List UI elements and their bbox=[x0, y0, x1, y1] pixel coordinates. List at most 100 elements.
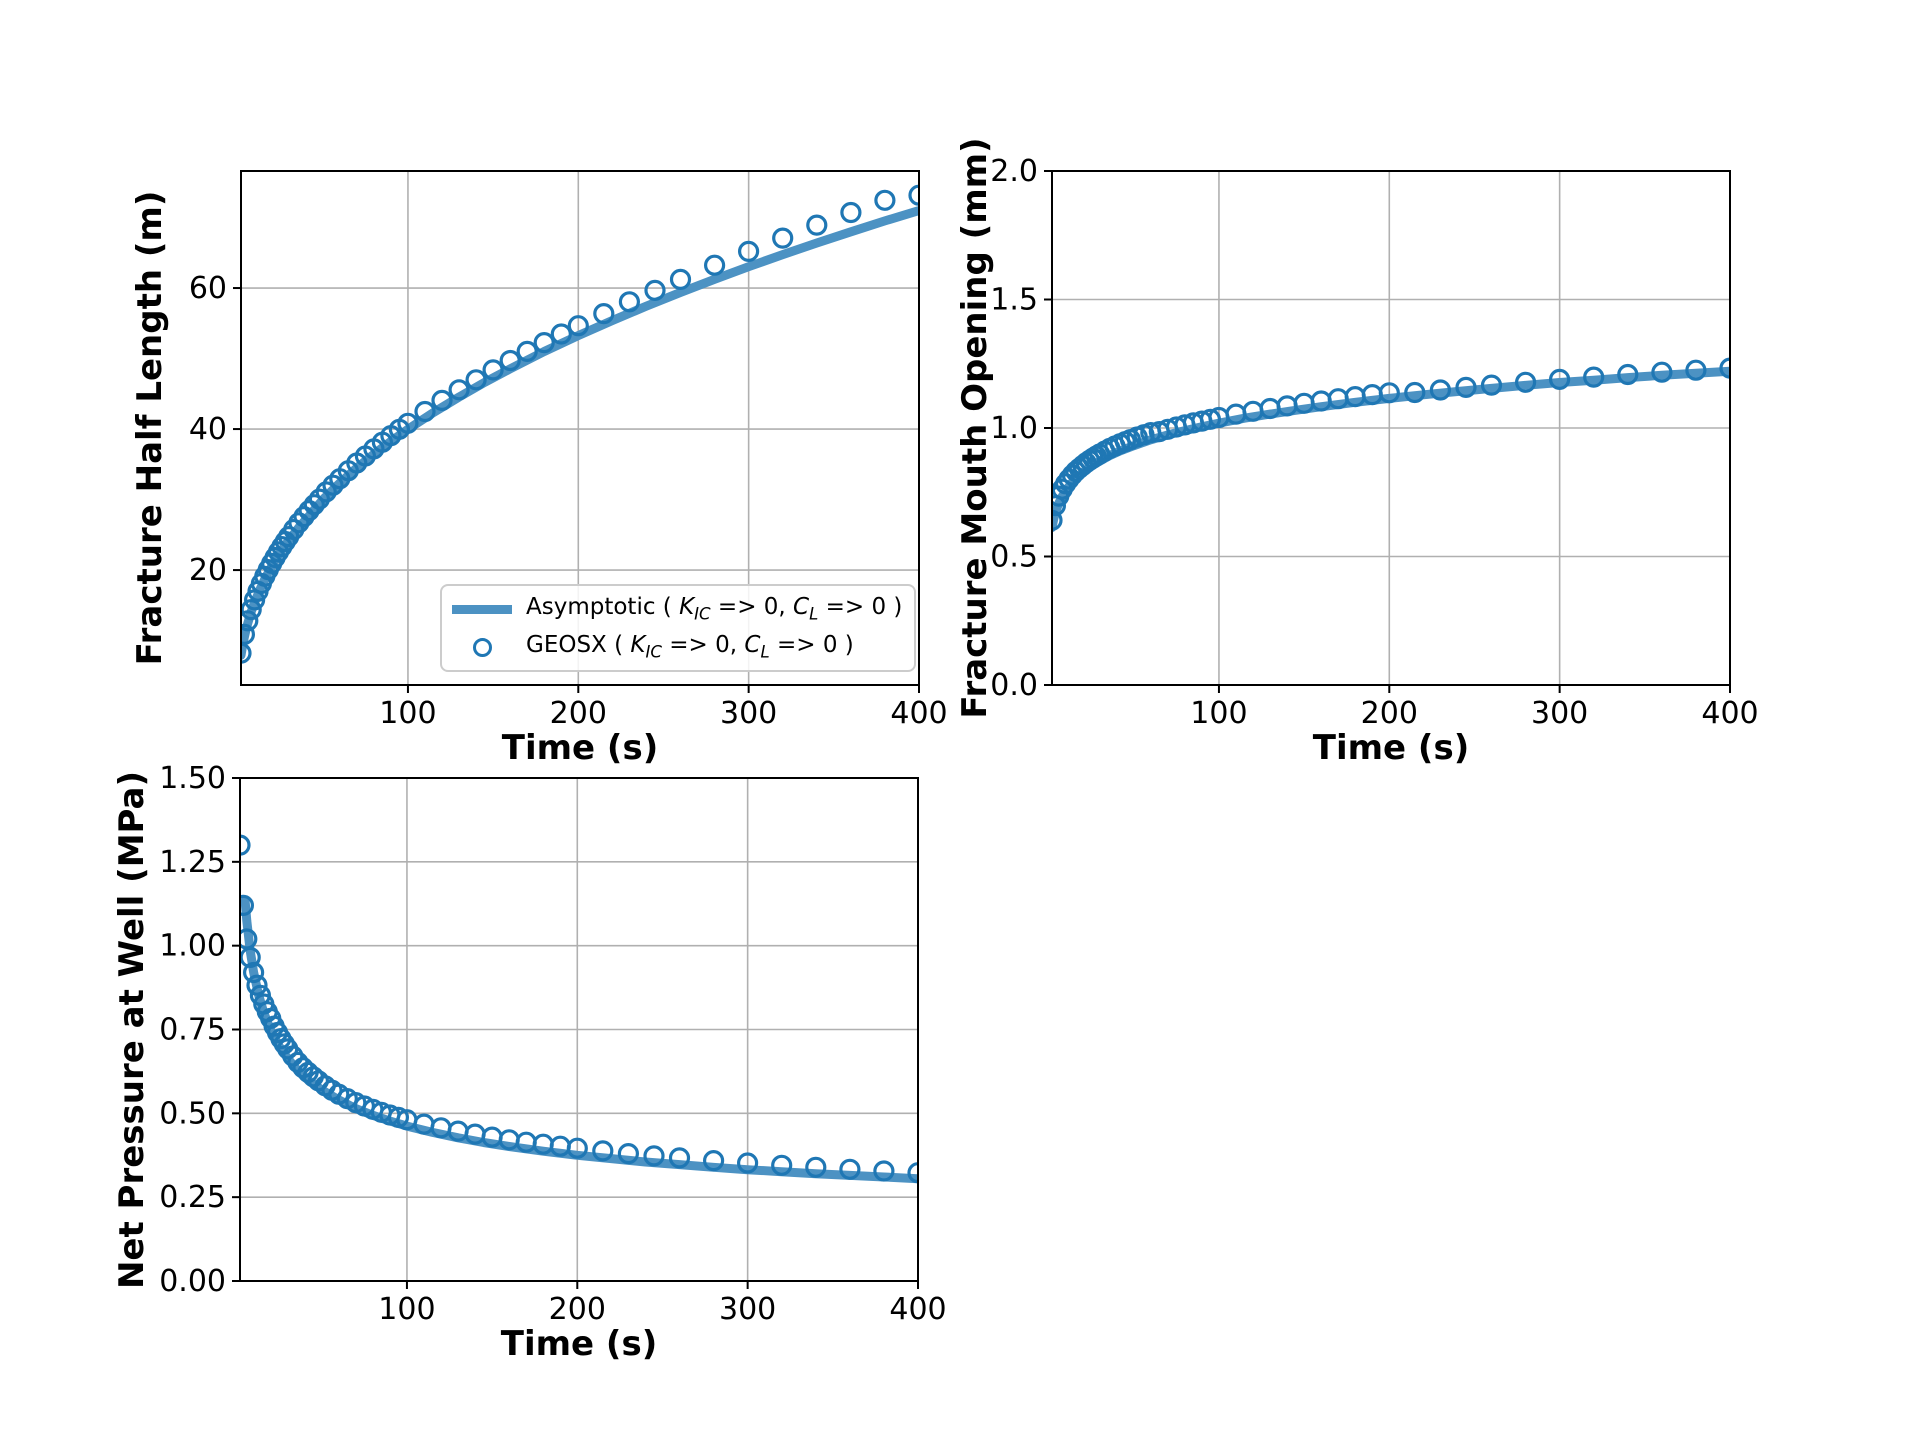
geosx-data-point bbox=[465, 369, 487, 391]
legend-text-segment: GEOSX ( bbox=[526, 632, 631, 659]
axes-spines bbox=[240, 170, 920, 686]
y-tick-label: 0.5 bbox=[990, 540, 1038, 575]
legend-text-segment: K bbox=[630, 632, 646, 659]
geosx-data-point bbox=[908, 184, 919, 206]
geosx-data-point bbox=[533, 332, 555, 354]
axes-spines bbox=[1051, 170, 1731, 686]
legend-text-segment: => 0, bbox=[710, 594, 794, 621]
x-tick-label: 100 bbox=[379, 696, 436, 731]
geosx-data-point bbox=[448, 379, 470, 401]
y-tick-label: 0.25 bbox=[159, 1180, 226, 1215]
y-tick-label: 1.25 bbox=[159, 845, 226, 880]
geosx-data-point bbox=[567, 315, 589, 337]
legend-text-segment: => 0 ) bbox=[769, 632, 854, 659]
geosx-data-point bbox=[1404, 381, 1426, 404]
y-tick-label: 0.0 bbox=[990, 668, 1038, 703]
geosx-data-point bbox=[907, 1162, 918, 1184]
y-tick-label: 1.0 bbox=[990, 411, 1038, 446]
geosx-data-point bbox=[805, 1156, 827, 1178]
geosx-data-point bbox=[703, 254, 726, 276]
x-tick-label: 400 bbox=[890, 696, 947, 731]
legend-text-segment: Asymptotic ( bbox=[526, 594, 680, 621]
y-tick-label: 20 bbox=[189, 553, 227, 588]
geosx-data-point bbox=[840, 201, 862, 224]
ylabel-fracture-half-length: Fracture Half Length (m) bbox=[130, 190, 170, 666]
legend-label-asymptotic: Asymptotic ( KIC => 0, CL => 0 ) bbox=[526, 594, 902, 624]
axes-spines bbox=[239, 777, 919, 1282]
asymptotic-line bbox=[240, 896, 918, 1184]
geosx-data-point bbox=[303, 494, 325, 516]
geosx-data-point bbox=[1617, 363, 1639, 386]
legend-text-segment: IC bbox=[694, 604, 711, 624]
x-tick-label: 200 bbox=[549, 1292, 606, 1327]
geosx-markers bbox=[241, 184, 919, 664]
legend-box: Asymptotic ( KIC => 0, CL => 0 ) GEOSX (… bbox=[440, 584, 916, 672]
geosx-data-point bbox=[873, 1160, 895, 1182]
geosx-data-point bbox=[315, 481, 337, 503]
geosx-data-point bbox=[1651, 361, 1673, 383]
legend-text-segment: => 0 ) bbox=[818, 594, 903, 621]
geosx-data-point bbox=[550, 323, 572, 345]
ylabel-fracture-mouth-opening: Fracture Mouth Opening (mm) bbox=[955, 137, 995, 719]
geosx-data-point bbox=[644, 279, 666, 301]
chart-fracture-mouth-opening: 100 200 300 400 0.0 0.5 1.0 1.5 2.0 bbox=[990, 154, 1758, 731]
geosx-data-point bbox=[482, 359, 504, 381]
x-tick-label: 300 bbox=[1531, 696, 1588, 731]
geosx-data-point bbox=[414, 400, 436, 423]
y-tick-label: 0.00 bbox=[159, 1264, 226, 1299]
geosx-data-point bbox=[669, 268, 692, 290]
legend-text-segment: IC bbox=[645, 642, 662, 662]
legend-label-geosx: GEOSX ( KIC => 0, CL => 0 ) bbox=[526, 632, 854, 662]
chart-net-pressure-at-well: 100 200 300 400 0.00 0.25 0.50 0.75 1.00 1.25 1.50 bbox=[159, 761, 946, 1327]
geosx-data-point bbox=[241, 642, 252, 664]
xlabel-time-top-right: Time (s) bbox=[1312, 728, 1470, 768]
x-tick-label: 300 bbox=[720, 696, 777, 731]
geosx-data-point bbox=[322, 474, 344, 496]
geosx-data-point bbox=[288, 512, 310, 534]
geosx-data-point bbox=[737, 240, 760, 262]
asymptotic-line-swatch bbox=[452, 604, 512, 614]
geosx-data-point bbox=[772, 227, 794, 249]
y-tick-label: 1.50 bbox=[159, 761, 226, 796]
x-tick-label: 400 bbox=[889, 1292, 946, 1327]
geosx-data-point bbox=[240, 894, 254, 916]
y-tick-label: 60 bbox=[189, 271, 227, 306]
y-tick-label: 40 bbox=[189, 412, 227, 447]
geosx-data-point bbox=[1378, 382, 1400, 404]
geosx-data-point bbox=[387, 1106, 409, 1129]
geosx-data-point bbox=[246, 974, 268, 996]
geosx-data-point bbox=[1429, 379, 1452, 401]
y-tick-label: 1.5 bbox=[990, 283, 1038, 318]
geosx-data-point bbox=[643, 1145, 665, 1167]
xlabel-time-top-left: Time (s) bbox=[501, 728, 659, 768]
y-tick-label: 0.50 bbox=[159, 1096, 226, 1131]
geosx-data-point bbox=[839, 1158, 861, 1180]
geosx-data-point bbox=[736, 1152, 759, 1174]
geosx-data-point bbox=[243, 961, 265, 984]
geosx-data-point bbox=[1455, 376, 1477, 398]
geosx-data-point bbox=[874, 189, 896, 211]
geosx-data-point bbox=[806, 214, 828, 236]
y-tick-label: 0.75 bbox=[159, 1013, 226, 1048]
geosx-data-point bbox=[592, 1140, 614, 1162]
geosx-data-point bbox=[1514, 371, 1537, 393]
geosx-data-point bbox=[593, 303, 615, 325]
ylabel-net-pressure: Net Pressure at Well (MPa) bbox=[112, 770, 152, 1289]
legend-row-asymptotic: Asymptotic ( KIC => 0, CL => 0 ) bbox=[452, 590, 904, 628]
legend-text-segment: K bbox=[679, 594, 695, 621]
xlabel-time-bottom-left: Time (s) bbox=[500, 1324, 658, 1364]
x-tick-label: 200 bbox=[1361, 696, 1418, 731]
geosx-data-point bbox=[771, 1154, 793, 1176]
geosx-data-point bbox=[1719, 357, 1730, 379]
asymptotic-line bbox=[1052, 366, 1730, 532]
geosx-data-point bbox=[1685, 359, 1707, 381]
y-tick-label: 2.0 bbox=[990, 154, 1038, 189]
chart-fracture-half-length: 100 200 300 400 20 40 60 bbox=[189, 170, 948, 731]
geosx-data-point bbox=[241, 623, 255, 645]
geosx-data-point bbox=[668, 1147, 691, 1169]
geosx-markers bbox=[240, 834, 918, 1184]
legend-text-segment: C bbox=[744, 632, 761, 659]
geosx-data-point bbox=[240, 834, 251, 856]
